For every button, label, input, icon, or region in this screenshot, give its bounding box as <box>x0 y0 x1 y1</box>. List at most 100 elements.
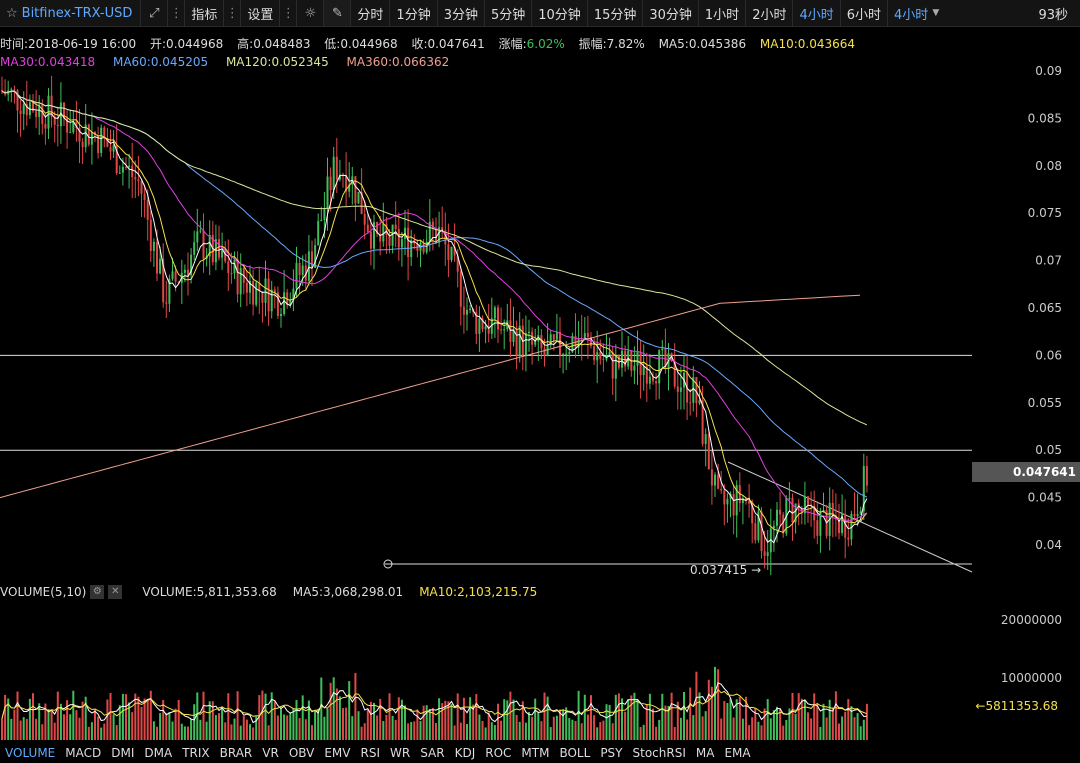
candle-body <box>118 172 121 174</box>
volume-bar <box>97 716 100 740</box>
candle-body <box>385 223 388 236</box>
candle-body <box>140 181 143 194</box>
candle-body <box>428 221 431 242</box>
candle-body <box>493 307 496 319</box>
candle-body <box>459 271 462 307</box>
candle-body <box>552 334 555 340</box>
more-dots-icon[interactable]: ⋮ <box>167 0 184 26</box>
sun-icon[interactable]: ☼ <box>296 0 323 26</box>
tab-indicator-brar[interactable]: BRAR <box>219 746 253 760</box>
volume-bar <box>233 718 236 740</box>
tab-interval-6[interactable]: 30分钟 <box>642 0 698 26</box>
candle-body <box>577 338 580 348</box>
candle-body <box>481 318 484 330</box>
tab-indicator-volume[interactable]: VOLUME <box>5 746 56 760</box>
candle-body <box>524 333 527 356</box>
volume-bar <box>199 719 202 740</box>
candle-body <box>35 111 38 117</box>
star-icon[interactable]: ☆ <box>6 5 18 21</box>
volume-bar <box>249 724 251 740</box>
close-icon[interactable]: ✕ <box>108 585 123 599</box>
volume-bar <box>196 692 199 740</box>
volume-bar <box>348 681 351 740</box>
tab-interval-4[interactable]: 10分钟 <box>531 0 587 26</box>
pen-icon[interactable]: ✎ <box>323 0 351 26</box>
tab-indicator-roc[interactable]: ROC <box>485 746 512 760</box>
tab-indicator-wr[interactable]: WR <box>390 746 411 760</box>
candle-body <box>162 258 165 303</box>
candle-body <box>183 269 186 273</box>
price-axis-label: 0.08 <box>1035 159 1062 173</box>
tab-indicator-rsi[interactable]: RSI <box>360 746 381 760</box>
tab-indicator-dma[interactable]: DMA <box>144 746 173 760</box>
candle-body <box>332 156 335 191</box>
tab-interval-3[interactable]: 5分钟 <box>483 0 531 26</box>
volume-bar <box>276 715 279 740</box>
settings-button[interactable]: 设置 <box>240 0 279 26</box>
volume-bar <box>605 704 608 740</box>
volume-bar <box>320 677 323 740</box>
candle-body <box>698 400 701 404</box>
volume-bar <box>283 714 286 740</box>
volume-bar <box>608 704 611 740</box>
tab-indicator-emv[interactable]: EMV <box>324 746 351 760</box>
volume-ma10-line <box>1 688 868 719</box>
volume-bar <box>652 708 654 740</box>
tab-indicator-ma[interactable]: MA <box>695 746 715 760</box>
tab-interval-0[interactable]: 分时 <box>350 0 389 26</box>
candle-body <box>171 271 174 279</box>
candle-body <box>125 166 127 168</box>
tab-indicator-macd[interactable]: MACD <box>65 746 102 760</box>
tab-indicator-obv[interactable]: OBV <box>288 746 315 760</box>
tab-interval-2[interactable]: 3分钟 <box>436 0 484 26</box>
candle-body <box>87 124 90 145</box>
volume-bar <box>590 695 592 740</box>
tab-indicator-psy[interactable]: PSY <box>600 746 623 760</box>
candle-body <box>59 102 62 127</box>
candle-body <box>373 221 375 249</box>
tab-indicator-trix[interactable]: TRIX <box>182 746 210 760</box>
more-dots-icon[interactable]: ⋮ <box>279 0 296 26</box>
fullscreen-icon[interactable]: ⤢ <box>140 0 167 26</box>
tab-interval-9[interactable]: 4小时 <box>792 0 839 26</box>
volume-bar <box>121 693 124 740</box>
change-value: 涨幅:6.02% <box>498 37 565 51</box>
volume-bar <box>335 688 338 740</box>
tab-indicator-mtm[interactable]: MTM <box>521 746 550 760</box>
symbol-selector[interactable]: ☆ Bitfinex-TRX-USD <box>0 0 140 26</box>
candle-body <box>763 551 766 556</box>
volume-bar <box>438 698 441 740</box>
tab-interval-1[interactable]: 1分钟 <box>389 0 436 26</box>
volume-bar <box>658 719 661 740</box>
tab-interval-7[interactable]: 1小时 <box>697 0 745 26</box>
volume-bar <box>431 707 434 740</box>
volume-bar <box>385 714 388 740</box>
volume-bar <box>106 699 109 740</box>
candle-body <box>143 193 146 200</box>
gear-icon[interactable]: ⚙ <box>90 585 105 599</box>
interval-dropdown[interactable]: 4小时 ▼ <box>887 0 945 26</box>
tab-indicator-stochrsi[interactable]: StochRSI <box>632 746 686 760</box>
volume-bar <box>772 710 775 740</box>
candle-body <box>602 358 605 360</box>
indicators-button[interactable]: 指标 <box>184 0 223 26</box>
candle-body <box>664 348 667 368</box>
candle-body <box>776 509 778 526</box>
tab-indicator-vr[interactable]: VR <box>262 746 279 760</box>
volume-bar <box>683 691 685 740</box>
tab-indicator-kdj[interactable]: KDJ <box>454 746 476 760</box>
tab-interval-5[interactable]: 15分钟 <box>586 0 643 26</box>
tab-indicator-boll[interactable]: BOLL <box>559 746 591 760</box>
volume-bar <box>149 690 152 740</box>
tab-interval-10[interactable]: 6小时 <box>839 0 887 26</box>
tab-indicator-sar[interactable]: SAR <box>420 746 445 760</box>
countdown: 93秒 <box>1038 7 1068 23</box>
tab-indicator-ema[interactable]: EMA <box>724 746 751 760</box>
volume-bar <box>50 711 53 740</box>
more-dots-icon[interactable]: ⋮ <box>223 0 240 26</box>
tab-interval-8[interactable]: 2小时 <box>745 0 792 26</box>
volume-bar <box>32 693 34 740</box>
tab-indicator-dmi[interactable]: DMI <box>111 746 135 760</box>
candle-body <box>13 89 16 91</box>
